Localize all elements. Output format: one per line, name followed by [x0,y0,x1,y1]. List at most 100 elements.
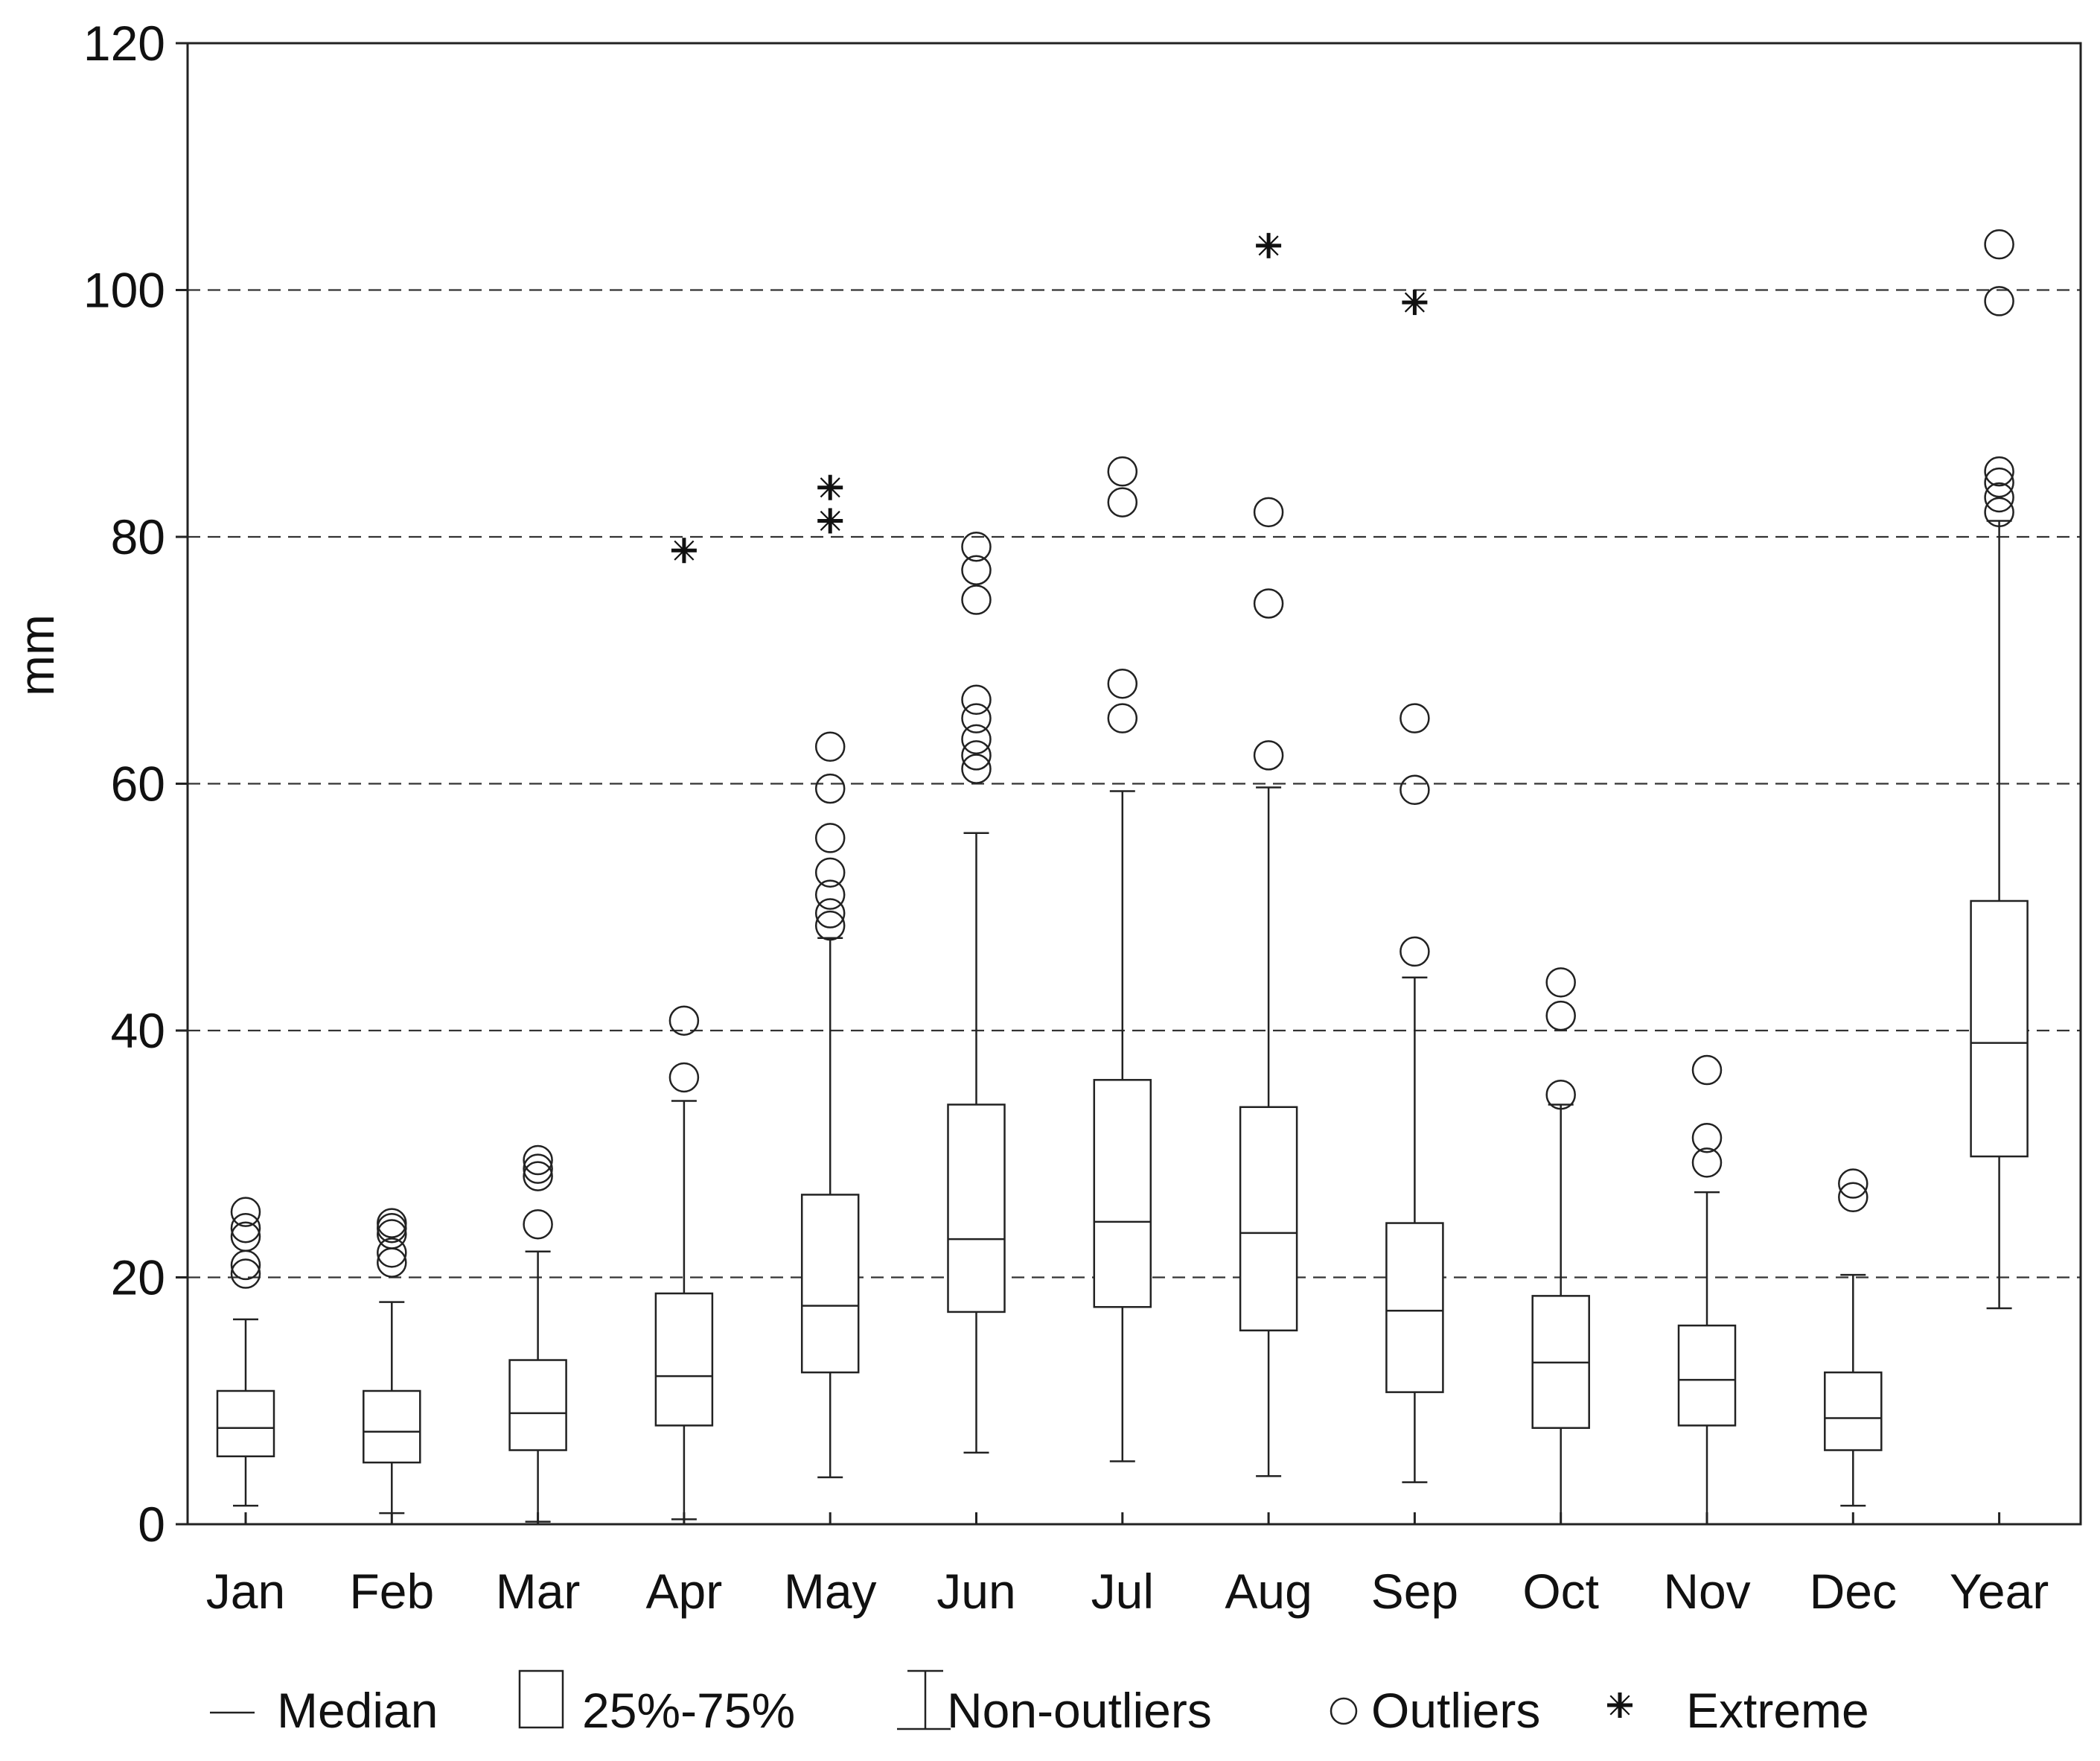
x-tick-label: Aug [1225,1564,1312,1619]
x-tick-label: Year [1950,1564,2049,1619]
extreme-point [1256,232,1282,258]
outlier-point [1691,1122,1723,1153]
outlier-point [814,773,846,804]
iqr-box [654,1292,714,1427]
outlier-point [814,857,846,888]
x-tick-label: Feb [349,1564,434,1619]
extreme-stroke [674,540,695,561]
legend-item-circle: Outliers [1330,1683,1540,1738]
x-tick-label: Oct [1522,1564,1599,1619]
outlier-point [230,1197,261,1227]
outlier-point [668,1005,700,1036]
outlier-point [230,1258,261,1289]
outlier-point [523,1153,553,1184]
outlier-point [814,898,846,929]
box-group-feb [363,1208,421,1515]
box-group-dec [1824,1168,1883,1507]
box-group-aug [1239,232,1298,1477]
extreme-stroke [1258,235,1279,256]
outlier-point [1253,497,1284,528]
iqr-box [508,1359,567,1451]
outlier-point [1984,286,2014,316]
outlier-point [1838,1168,1868,1199]
outlier-point [961,703,992,733]
outlier-point [814,879,846,910]
iqr-box [1239,1106,1298,1332]
iqr-box [1970,899,2029,1158]
extreme-stroke [820,477,840,498]
y-axis-title: mm [9,614,64,696]
x-tick-label: Apr [646,1564,723,1619]
box-group-may [800,474,860,1479]
outlier-point [230,1249,261,1281]
legend-label: Extreme [1686,1683,1869,1738]
outlier-point [230,1221,261,1252]
iqr-box [800,1194,860,1374]
iqr-box [1824,1371,1883,1451]
x-tick-label: Sep [1371,1564,1458,1619]
outlier-point [1107,487,1138,518]
x-tick-label: May [784,1564,877,1619]
outlier-point [1984,467,2014,498]
outlier-point [1984,456,2014,487]
outlier-point [523,1209,553,1240]
box-group-nov [1677,1054,1737,1526]
outlier-point [1691,1054,1723,1086]
outlier-point [1545,1000,1576,1031]
x-tick-label: Mar [496,1564,581,1619]
tick-labels: 0 20 40 60 80 100 120 Jan Feb Mar Apr May Jun Jul Aug S… [83,16,2049,1619]
outlier-point [814,731,846,762]
box-group-apr [654,538,714,1520]
outlier-point [668,1062,700,1093]
outlier-point [961,684,992,716]
outlier-point [230,1212,261,1243]
legend-label: 25%-75% [582,1683,795,1738]
y-tick-label: 40 [111,1003,165,1058]
legend-outlier-symbol [1330,1697,1358,1725]
extreme-point [817,474,843,500]
y-tick-label: 80 [111,509,165,564]
legend-item-whisker: Non-outliers [897,1669,1212,1738]
iqr-box [1385,1222,1444,1393]
outlier-point [961,585,992,615]
box-group-sep [1385,290,1444,1483]
y-tick-label: 0 [138,1497,165,1552]
x-tick-label: Dec [1810,1564,1897,1619]
box-group-oct [1531,967,1590,1526]
legend: Median 25%-75% Non-outliers Outliers Extreme [210,1669,1869,1738]
y-tick-label: 60 [111,757,165,812]
outlier-point [523,1161,553,1191]
iqr-box [947,1104,1006,1313]
outlier-point [961,724,992,755]
extreme-stroke [820,510,840,531]
iqr-box [363,1389,421,1464]
outlier-point [1400,936,1430,967]
outlier-point [961,555,992,586]
box-group-year [1970,229,2029,1310]
legend-item-box: 25%-75% [518,1669,795,1738]
outlier-point [1400,703,1430,733]
outlier-point [1107,668,1138,699]
outlier-point [1545,1079,1576,1110]
box-group-jan [216,1197,275,1507]
box-group-jul [1093,456,1152,1462]
outlier-point [1107,456,1138,487]
x-tick-label: Jan [206,1564,285,1619]
x-tick-label: Jul [1091,1564,1154,1619]
legend-label: Non-outliers [947,1683,1212,1738]
outlier-point [1545,967,1576,998]
outlier-point [377,1219,407,1249]
outlier-point [1984,497,2014,528]
boxes [216,229,2029,1526]
iqr-box [216,1389,275,1458]
legend-box-symbol [518,1669,564,1729]
box-group-jun [947,532,1006,1454]
outlier-point [961,754,992,784]
outlier-point [1984,482,2014,513]
box-group-mar [508,1144,567,1523]
legend-label: Median [277,1683,438,1738]
outlier-point [1253,740,1284,771]
outlier-point [1253,588,1284,619]
